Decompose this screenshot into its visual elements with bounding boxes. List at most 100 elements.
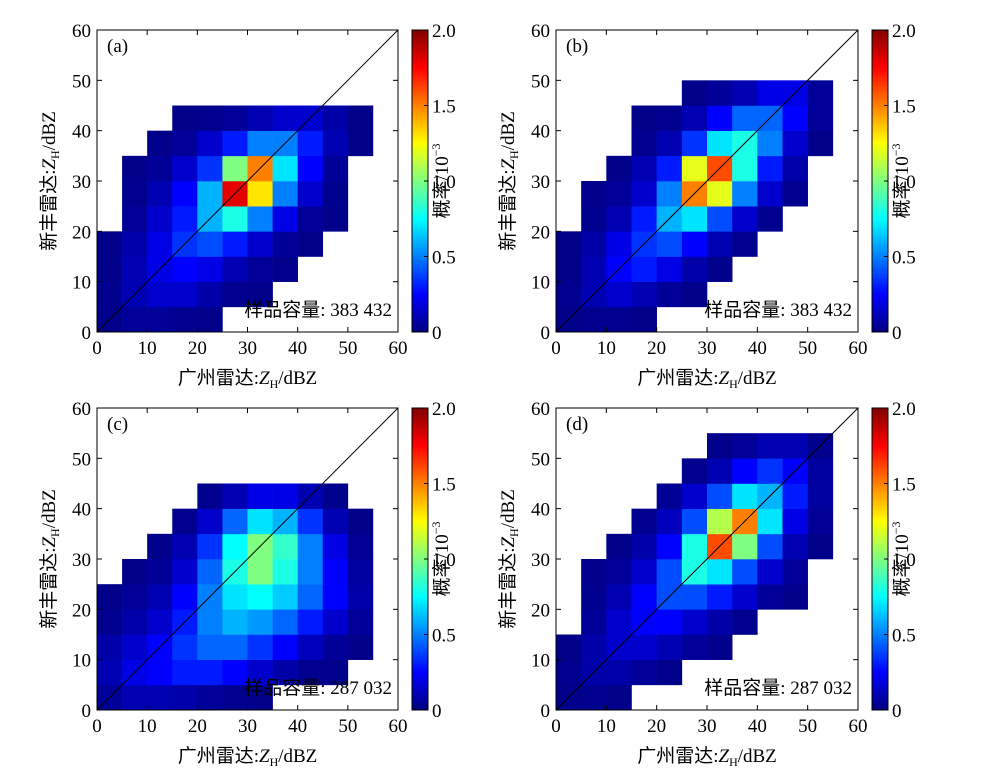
sample-size: 样品容量: 287 032 xyxy=(704,677,852,699)
y-tick-label: 40 xyxy=(72,500,91,521)
density-cell xyxy=(97,634,123,660)
density-cell xyxy=(347,609,374,635)
colorbar-tick-label: 2.0 xyxy=(892,21,916,42)
y-axis-label-subscript: H xyxy=(507,150,521,159)
density-cell xyxy=(782,584,808,610)
x-tick-label: 20 xyxy=(188,338,207,359)
density-cell xyxy=(757,508,783,535)
y-tick-label: 50 xyxy=(531,71,550,92)
density-cell xyxy=(122,684,148,711)
density-cell xyxy=(222,684,248,711)
y-axis-label-prefix: 新丰雷达: xyxy=(497,170,519,251)
density-cell xyxy=(757,433,783,459)
density-cell xyxy=(556,256,582,282)
density-cell xyxy=(322,105,349,131)
density-cell xyxy=(297,508,324,535)
density-cell xyxy=(197,231,223,257)
density-cell xyxy=(272,256,298,282)
panel-label: (c) xyxy=(107,414,128,435)
density-cell xyxy=(247,684,273,711)
density-cell xyxy=(707,206,733,232)
density-cell xyxy=(297,181,324,207)
y-axis-label-unit: /dBZ xyxy=(498,111,519,150)
density-cell xyxy=(222,483,248,509)
colorbar-label-exponent: −3 xyxy=(429,521,443,534)
density-cell xyxy=(681,533,708,560)
density-cell xyxy=(606,659,632,686)
density-cell xyxy=(222,609,248,635)
density-cell xyxy=(782,508,808,535)
density-cell xyxy=(322,508,349,535)
density-cell xyxy=(197,181,223,207)
colorbar-label-text: 概率/10 xyxy=(431,156,453,218)
x-axis-label-unit: /dBZ xyxy=(738,746,777,767)
density-cell xyxy=(172,105,198,131)
density-cell xyxy=(122,584,148,610)
density-cell xyxy=(172,130,198,157)
density-cell xyxy=(707,130,733,157)
x-tick-label: 20 xyxy=(188,716,207,737)
y-tick-label: 50 xyxy=(531,449,550,470)
density-cell xyxy=(122,231,148,257)
density-cell xyxy=(197,483,223,509)
density-cell xyxy=(272,483,298,509)
density-cell xyxy=(247,634,273,660)
density-cell xyxy=(807,533,834,560)
density-cell xyxy=(681,281,708,308)
colorbar-tick-label: 1.5 xyxy=(892,97,916,118)
density-cell xyxy=(122,155,148,182)
density-cell xyxy=(757,206,783,232)
x-axis-label-symbol: Z xyxy=(259,368,270,389)
density-cell xyxy=(606,584,632,610)
density-cell xyxy=(322,483,349,509)
density-cell xyxy=(147,609,173,635)
density-cell xyxy=(297,155,324,182)
density-cell xyxy=(172,584,198,610)
density-cell xyxy=(581,559,607,585)
x-tick-label: 10 xyxy=(138,716,157,737)
colorbar-label: 概率/10−3 xyxy=(889,143,913,218)
density-cell xyxy=(197,306,223,333)
x-tick-label: 60 xyxy=(389,338,408,359)
density-cell xyxy=(222,155,248,182)
y-axis-label: 新丰雷达:ZH/dBZ xyxy=(38,489,62,629)
x-axis-label-subscript: H xyxy=(729,755,738,769)
density-cell xyxy=(197,609,223,635)
density-cell xyxy=(147,155,173,182)
density-cell xyxy=(197,256,223,282)
density-cell xyxy=(757,584,783,610)
x-axis-label: 广州雷达:ZH/dBZ xyxy=(637,745,777,769)
density-cell xyxy=(122,256,148,282)
density-cell xyxy=(322,130,349,157)
y-axis-label-unit: /dBZ xyxy=(39,111,60,150)
density-cell xyxy=(581,306,607,333)
x-tick-label: 30 xyxy=(698,338,717,359)
y-axis-label: 新丰雷达:ZH/dBZ xyxy=(38,111,62,251)
y-axis-label-symbol: Z xyxy=(498,159,519,170)
density-cell xyxy=(97,256,123,282)
x-axis-label: 广州雷达:ZH/dBZ xyxy=(178,367,318,391)
density-cell xyxy=(247,206,273,232)
density-cell xyxy=(581,231,607,257)
density-cell xyxy=(782,105,808,131)
y-tick-label: 0 xyxy=(82,701,92,722)
density-cell xyxy=(122,306,148,333)
density-cell xyxy=(247,559,273,585)
density-cell xyxy=(656,155,683,182)
y-tick-label: 10 xyxy=(72,273,91,294)
y-tick-label: 30 xyxy=(72,172,91,193)
density-cell xyxy=(681,206,708,232)
colorbar-label-text: 概率/10 xyxy=(431,534,453,596)
density-cell xyxy=(147,559,173,585)
density-cell xyxy=(782,155,808,182)
x-tick-label: 0 xyxy=(92,716,102,737)
density-cell xyxy=(322,609,349,635)
density-cell xyxy=(247,609,273,635)
density-cell xyxy=(222,256,248,282)
density-cell xyxy=(222,206,248,232)
x-tick-label: 10 xyxy=(138,338,157,359)
density-cell xyxy=(197,634,223,660)
sample-size: 样品容量: 383 432 xyxy=(244,299,392,321)
density-cell xyxy=(631,533,657,560)
density-cell xyxy=(272,584,298,610)
